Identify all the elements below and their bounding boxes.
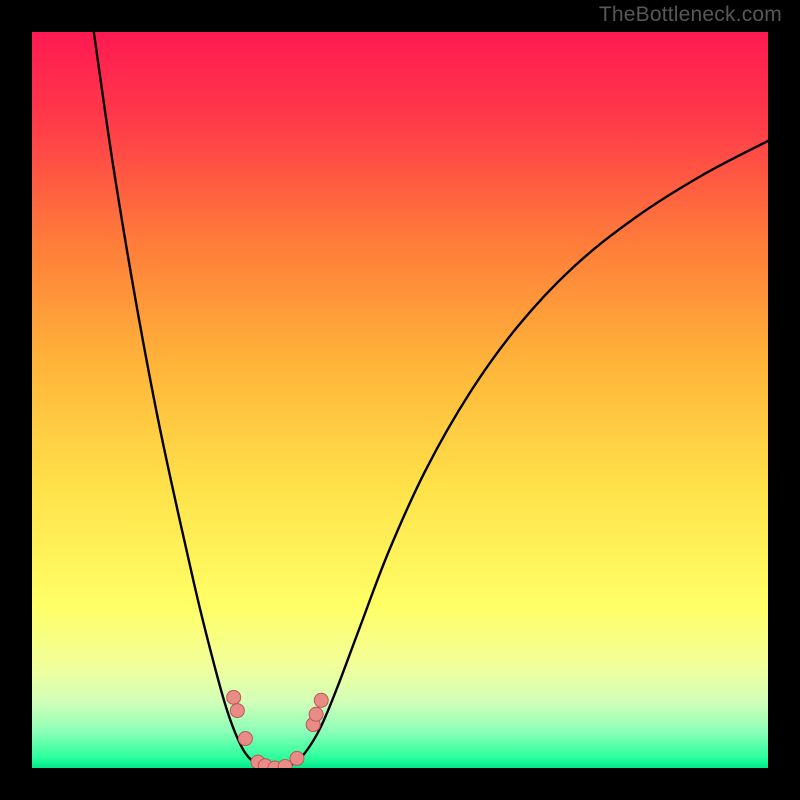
plot-area [32,32,768,768]
chart-canvas: TheBottleneck.com [0,0,800,800]
data-marker [309,707,323,721]
bottleneck-curve [94,32,768,768]
data-marker [290,751,304,765]
curve-layer [32,32,768,768]
data-marker [238,732,252,746]
data-marker [227,690,241,704]
watermark-text: TheBottleneck.com [599,3,782,27]
data-marker [314,693,328,707]
marker-group [227,690,329,768]
data-marker [230,704,244,718]
